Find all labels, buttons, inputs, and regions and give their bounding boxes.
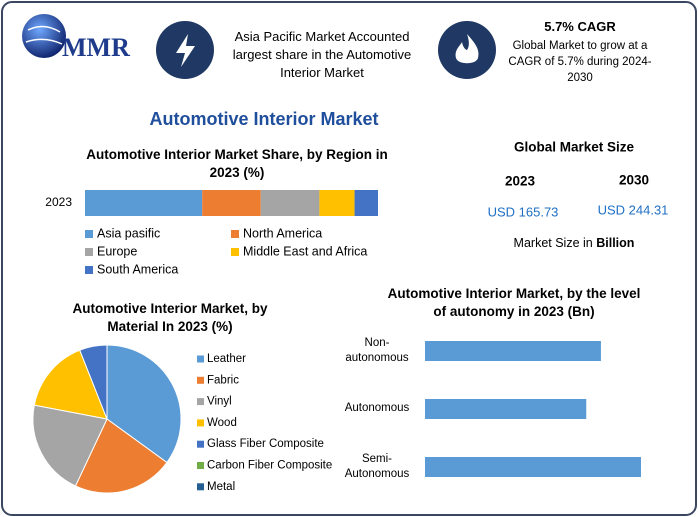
year-label: 2030 <box>619 173 649 188</box>
chart-title: Automotive Interior Market Share, by Reg… <box>86 147 388 180</box>
year-label: 2023 <box>505 174 536 189</box>
bar-segment <box>354 190 378 216</box>
legend-label: Carbon Fiber Composite <box>207 460 332 472</box>
bar-segment <box>85 190 203 216</box>
legend-swatch <box>85 266 93 274</box>
market-value: USD 244.31 <box>598 202 669 217</box>
legend-label: Metal <box>207 481 235 493</box>
legend-label: Glass Fiber Composite <box>207 438 324 450</box>
legend-swatch <box>197 440 204 448</box>
logo-text: MMR <box>62 33 130 62</box>
legend-swatch <box>231 248 239 256</box>
logo-globe <box>22 14 66 58</box>
bar <box>425 457 641 477</box>
bar-segment <box>260 190 320 216</box>
legend-label: Vinyl <box>207 396 232 408</box>
legend-swatch <box>85 248 93 256</box>
fact-text: Global Market to grow at a CAGR of 5.7% … <box>508 40 652 84</box>
main-title: Automotive Interior Market <box>149 109 378 129</box>
legend-swatch <box>197 419 204 427</box>
bar-segment <box>319 190 355 216</box>
bar-segment <box>202 190 261 216</box>
y-tick-label: Autonomous <box>344 402 410 414</box>
logo-swoosh <box>25 25 63 45</box>
fact-text: Asia Pacific Market Accounted largest sh… <box>232 29 412 80</box>
legend-label: Europe <box>97 244 137 258</box>
note-text: Market Size in <box>514 236 593 250</box>
market-value: USD 165.73 <box>488 204 559 219</box>
legend-swatch <box>85 230 93 238</box>
legend-label: Fabric <box>207 374 239 386</box>
legend-label: North America <box>243 226 322 240</box>
pie-slice <box>106 344 182 464</box>
bar <box>425 341 601 361</box>
note-unit: Billion <box>596 236 634 250</box>
legend-swatch <box>197 376 204 384</box>
chart-title: Automotive Interior Market, by the level… <box>387 286 641 319</box>
chart-title: Automotive Interior Market, by Material … <box>72 301 268 334</box>
legend-swatch <box>231 230 239 238</box>
lightning-icon <box>176 34 195 67</box>
legend-label: Middle East and Africa <box>243 244 367 258</box>
y-tick-label: Semi-Autonomous <box>344 453 410 480</box>
y-tick-label: 2023 <box>45 195 72 209</box>
fact-title: 5.7% CAGR <box>544 19 616 34</box>
legend-label: Wood <box>207 417 237 429</box>
market-note: Market Size in Billion <box>514 236 635 250</box>
bar <box>425 399 587 419</box>
pie-slice <box>79 344 108 420</box>
market-size-title: Global Market Size <box>514 140 635 155</box>
legend-swatch <box>197 398 204 406</box>
pie-slice <box>32 404 108 487</box>
legend-swatch <box>197 355 204 363</box>
y-tick-label: Non-autonomous <box>345 337 409 364</box>
legend-label: Asia pasific <box>97 226 160 240</box>
legend-swatch <box>197 462 204 469</box>
legend-label: South America <box>97 262 178 276</box>
pie-slice <box>33 349 108 420</box>
legend-swatch <box>197 483 204 491</box>
legend-label: Leather <box>207 353 246 365</box>
flame-icon <box>455 34 479 64</box>
